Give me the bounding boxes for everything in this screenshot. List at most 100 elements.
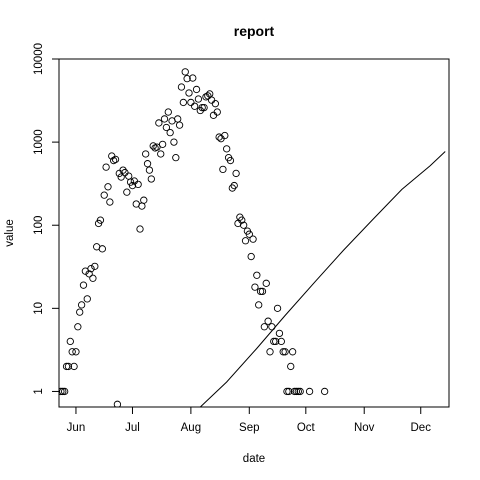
data-point: [170, 138, 178, 146]
x-axis-label: date: [243, 453, 265, 465]
data-point: [155, 119, 163, 127]
data-point: [162, 123, 171, 132]
data-point: [200, 103, 208, 112]
data-point: [68, 348, 76, 356]
data-point: [85, 270, 93, 278]
data-point: [305, 387, 314, 396]
data-point: [288, 348, 297, 356]
data-point: [296, 387, 304, 396]
trend-line: [199, 151, 446, 407]
data-point: [79, 281, 88, 289]
x-tick-label: Nov: [354, 422, 375, 434]
data-point: [189, 74, 197, 82]
data-point: [230, 181, 238, 190]
data-point: [211, 100, 220, 108]
data-point: [134, 180, 142, 189]
data-point: [175, 121, 184, 129]
data-point: [126, 178, 135, 186]
data-point: [164, 108, 172, 116]
data-point: [181, 68, 189, 76]
data-point: [251, 283, 259, 291]
data-point: [106, 198, 114, 206]
data-point: [270, 337, 278, 346]
data-point: [109, 156, 118, 165]
y-tick-label: 1000: [33, 129, 45, 155]
data-point: [91, 262, 99, 270]
data-point: [62, 362, 71, 371]
data-point: [59, 387, 65, 396]
x-tick-label: Oct: [297, 422, 316, 434]
data-point: [145, 166, 154, 174]
data-point: [185, 89, 193, 97]
data-point: [258, 287, 267, 296]
y-tick-label: 100: [33, 216, 45, 235]
data-point: [64, 362, 73, 371]
data-point: [279, 348, 287, 356]
data-point: [190, 102, 199, 110]
data-point: [219, 165, 227, 174]
data-point: [111, 155, 120, 164]
data-point: [213, 108, 221, 116]
data-point: [83, 295, 91, 303]
data-point: [72, 348, 80, 356]
data-point: [104, 183, 112, 191]
data-point: [59, 387, 67, 396]
data-point: [149, 142, 157, 150]
data-point: [275, 329, 284, 338]
data-point: [290, 387, 299, 396]
data-point: [179, 98, 188, 107]
data-point: [147, 175, 155, 183]
data-point: [187, 98, 195, 107]
data-point: [256, 287, 265, 296]
data-point: [253, 271, 261, 279]
data-point: [294, 387, 302, 396]
data-point: [277, 337, 285, 346]
data-point: [158, 140, 167, 149]
data-point: [292, 387, 301, 396]
data-point: [221, 131, 229, 140]
data-point: [61, 387, 69, 396]
data-point: [228, 184, 236, 192]
x-tick-label: Aug: [181, 422, 201, 434]
data-point: [74, 323, 82, 331]
x-axis: Jun Jul Aug Sep Oct Nov Dec: [67, 406, 431, 434]
data-point: [100, 191, 108, 199]
data-point: [66, 337, 74, 346]
data-point: [128, 181, 137, 190]
data-point: [264, 317, 272, 325]
data-point: [98, 245, 106, 253]
data-point: [96, 216, 105, 224]
data-point: [247, 252, 255, 261]
data-point: [183, 75, 191, 83]
data-point: [281, 348, 289, 356]
data-point: [192, 85, 201, 94]
data-point: [166, 128, 174, 137]
data-point: [241, 237, 250, 245]
data-point: [262, 279, 270, 287]
data-point: [320, 387, 329, 396]
y-tick-label: 10000: [33, 43, 45, 75]
data-point: [226, 156, 235, 165]
data-point: [76, 308, 84, 316]
data-point: [89, 274, 97, 282]
data-point: [223, 145, 231, 153]
data-point: [239, 221, 248, 229]
data-point: [273, 304, 282, 312]
data-point: [157, 150, 165, 158]
data-point: [255, 301, 263, 309]
series-layer: [59, 68, 446, 407]
x-tick-label: Jul: [125, 422, 140, 434]
data-point: [232, 169, 240, 178]
data-point: [70, 362, 78, 371]
data-point: [198, 103, 206, 112]
y-axis-label: value: [4, 219, 16, 247]
data-point: [204, 92, 212, 100]
data-point: [117, 173, 125, 181]
data-point: [153, 143, 161, 151]
y-tick-label: 1: [33, 388, 45, 394]
data-point: [172, 154, 180, 162]
data-point: [140, 196, 148, 204]
chart-title: report: [234, 23, 275, 39]
